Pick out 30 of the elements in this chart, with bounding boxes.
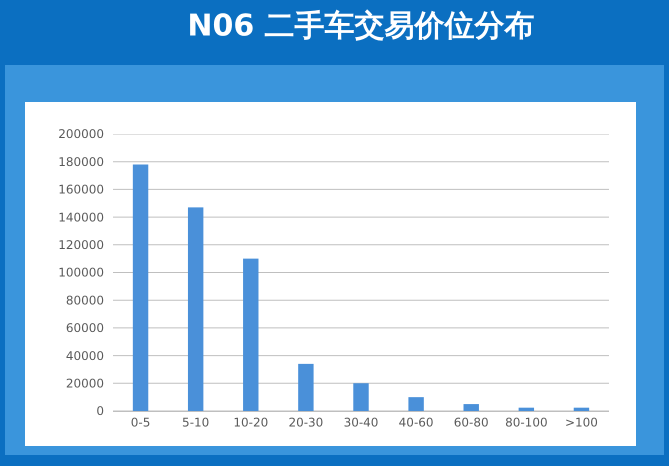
y-tick-label: 80000 <box>66 293 104 308</box>
y-tick-label: 60000 <box>66 321 104 336</box>
x-tick-label: 5-10 <box>182 415 210 430</box>
x-tick-label: 40-60 <box>398 415 434 430</box>
x-tick-label: 10-20 <box>233 415 268 430</box>
y-tick-label: 120000 <box>58 238 104 252</box>
x-tick-label: 60-80 <box>454 415 489 430</box>
bar <box>243 258 258 411</box>
bar <box>574 408 590 411</box>
bar <box>298 364 314 411</box>
bar <box>353 383 369 411</box>
x-tick-label: 0-5 <box>130 415 150 430</box>
x-tick-label: >100 <box>564 415 598 430</box>
x-tick-label: 30-40 <box>344 415 378 430</box>
y-tick-label: 160000 <box>58 182 104 197</box>
y-tick-label: 100000 <box>58 266 104 280</box>
y-tick-label: 40000 <box>66 348 104 363</box>
chart-title: N06 二手车交易价位分布 <box>187 8 535 44</box>
y-tick-label: 180000 <box>58 154 104 169</box>
bar <box>132 164 148 411</box>
y-tick-label: 140000 <box>58 210 104 224</box>
y-tick-label: 20000 <box>66 376 104 390</box>
y-tick-label: 0 <box>96 404 104 418</box>
bar <box>464 404 479 411</box>
bar <box>408 397 424 411</box>
x-tick-label: 80-100 <box>505 415 548 430</box>
y-tick-label: 200000 <box>58 127 104 142</box>
bar <box>188 207 204 411</box>
x-tick-label: 20-30 <box>288 415 324 430</box>
bar <box>518 408 534 411</box>
